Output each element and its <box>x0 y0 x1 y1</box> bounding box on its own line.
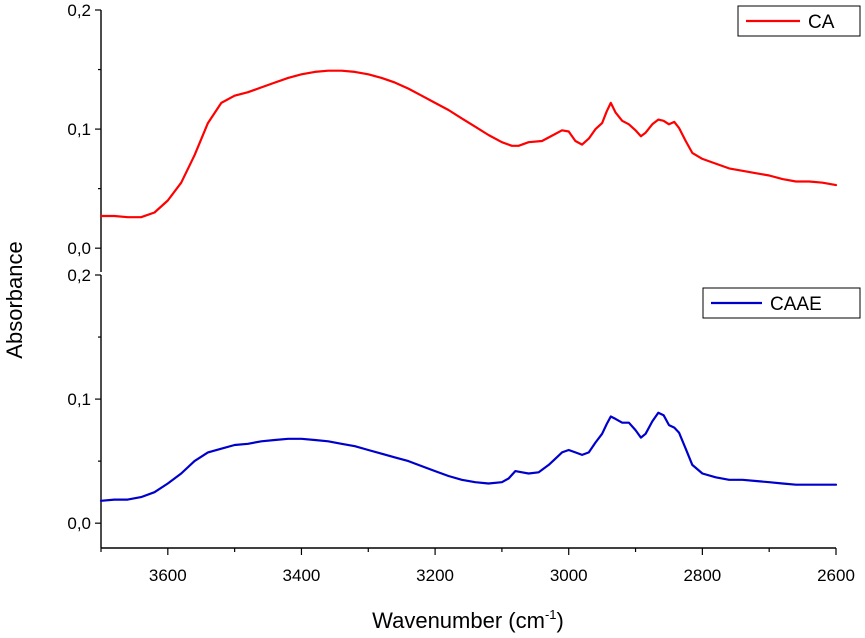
y-axis-title: Absorbance <box>2 241 27 358</box>
x-axis: 3600 3400 3200 3000 2800 2600 <box>100 547 855 585</box>
y-tick-label: 0,0 <box>67 239 91 258</box>
x-axis-title-close: ) <box>557 608 564 633</box>
series-line-ca <box>99 69 838 219</box>
x-tick-label: 3400 <box>283 566 321 585</box>
legend: CAAE <box>702 287 861 319</box>
x-tick-label: 3200 <box>416 566 454 585</box>
legend-label: CA <box>808 12 835 33</box>
y-tick-label: 0,1 <box>67 120 91 139</box>
x-axis-title-main: Wavenumber (cm <box>372 608 545 633</box>
series-line-caae <box>99 411 838 502</box>
x-tick-label: 2800 <box>683 566 721 585</box>
y-tick-label: 0,2 <box>67 266 91 285</box>
legend-label: CAAE <box>770 294 822 315</box>
x-tick-label: 2600 <box>817 566 855 585</box>
y-tick-label: 0,2 <box>67 1 91 20</box>
panel-2: 0,0 0,1 0,2 CAAE <box>67 266 861 548</box>
chart-panels: 0,0 0,1 0,2 CA 0,0 0,1 0,2 CAAE <box>67 1 861 548</box>
y-tick-label: 0,0 <box>67 514 91 533</box>
x-axis-title-sup: -1 <box>545 607 557 622</box>
x-tick-label: 3600 <box>149 566 187 585</box>
legend: CA <box>737 5 861 37</box>
panel-1: 0,0 0,1 0,2 CA <box>67 1 861 272</box>
x-tick-label: 3000 <box>550 566 588 585</box>
x-axis-title: Wavenumber (cm-1) <box>372 607 564 633</box>
y-tick-label: 0,1 <box>67 390 91 409</box>
